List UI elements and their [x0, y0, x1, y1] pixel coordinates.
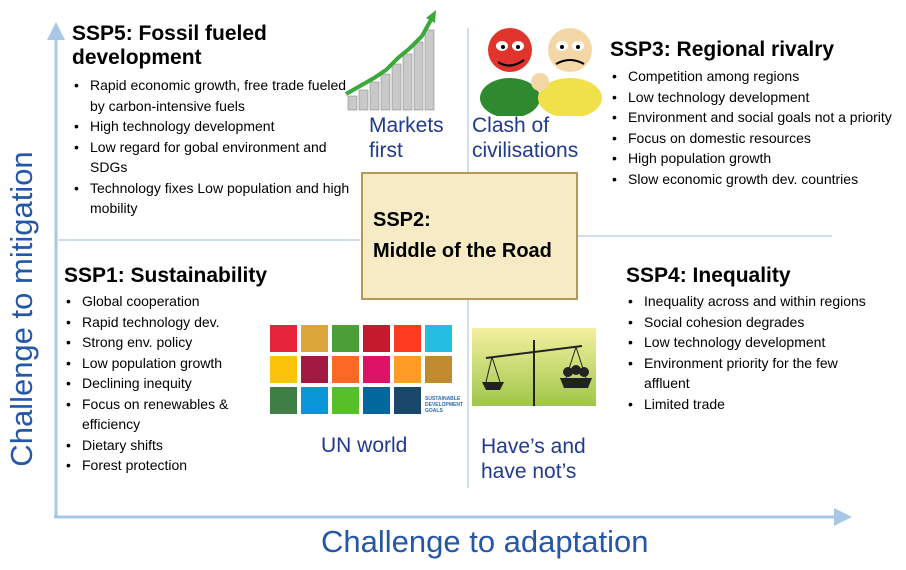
- sdg-goal-icon: [270, 325, 297, 352]
- list-item: Focus on renewables & efficiency: [64, 394, 264, 435]
- list-item: Declining inequity: [64, 373, 264, 394]
- sdg-goal-icon: [301, 387, 328, 414]
- list-item: High population growth: [610, 148, 900, 169]
- x-axis-arrow: [54, 508, 852, 526]
- list-item: Dietary shifts: [64, 435, 264, 456]
- x-axis-label: Challenge to adaptation: [321, 524, 649, 559]
- sdg-goal-icon: [270, 387, 297, 414]
- ssp4-list: Inequality across and within regions Soc…: [626, 291, 876, 414]
- clash-cartoon-illustration: [480, 28, 602, 116]
- sdg-goal-icon: [363, 356, 390, 383]
- ssp5-list: Rapid economic growth, free trade fueled…: [72, 75, 364, 219]
- growth-chart-illustration: [345, 10, 436, 111]
- sdg-goal-icon: [270, 356, 297, 383]
- list-item: Social cohesion degrades: [626, 312, 876, 333]
- y-axis-label: Challenge to mitigation: [4, 151, 39, 467]
- ssp2-box: SSP2: Middle of the Road: [361, 172, 578, 300]
- ssp3-panel: SSP3: Regional rivalry Competition among…: [610, 38, 900, 189]
- sdg-goal-icon: [394, 356, 421, 383]
- caption-markets-first: Markets first: [369, 114, 444, 162]
- list-item: Limited trade: [626, 394, 876, 415]
- list-item: Low technology development: [610, 87, 900, 108]
- ssp1-list: Global cooperation Rapid technology dev.…: [64, 291, 264, 476]
- list-item: Focus on domestic resources: [610, 128, 900, 149]
- ssp4-panel: SSP4: Inequality Inequality across and w…: [626, 264, 881, 414]
- ssp5-title-line2: development: [72, 46, 202, 69]
- sdg-goal-icon: [301, 325, 328, 352]
- ssp5-title: SSP5: Fossil fueled development: [72, 22, 372, 70]
- sdg-logo-tile: SUSTAINABLE DEVELOPMENT GOALS: [425, 387, 463, 414]
- y-axis-arrow: [47, 22, 65, 517]
- list-item: Forest protection: [64, 455, 264, 476]
- ssp3-title: SSP3: Regional rivalry: [610, 38, 835, 61]
- sdg-goal-icon: [332, 356, 359, 383]
- list-item: Strong env. policy: [64, 332, 264, 353]
- list-item: Competition among regions: [610, 66, 900, 87]
- scale-illustration: [472, 328, 596, 406]
- ssp1-title: SSP1: Sustainability: [64, 264, 268, 287]
- list-item: Inequality across and within regions: [626, 291, 876, 312]
- caption-clash: Clash of civilisations: [472, 114, 579, 162]
- sdg-goal-icon: [363, 387, 390, 414]
- ssp5-panel: SSP5: Fossil fueled development Rapid ec…: [72, 22, 372, 219]
- sdg-goal-icon: [394, 387, 421, 414]
- list-item: Low population growth: [64, 353, 264, 374]
- sdg-goal-icon: [394, 325, 421, 352]
- sdg-goal-icon: [332, 387, 359, 414]
- ssp1-panel: SSP1: Sustainability Global cooperation …: [64, 264, 274, 476]
- caption-haves: Have’s and have not’s: [481, 435, 586, 483]
- sdg-goal-icon: [363, 325, 390, 352]
- sdg-goal-icon: [301, 356, 328, 383]
- list-item: Environment and social goals not a prior…: [610, 107, 900, 128]
- sdg-goal-icon: [425, 356, 452, 383]
- caption-un-world: UN world: [321, 434, 408, 457]
- list-item: Global cooperation: [64, 291, 264, 312]
- list-item: Slow economic growth dev. countries: [610, 169, 900, 190]
- list-item: High technology development: [72, 116, 364, 137]
- list-item: Technology fixes Low population and high…: [72, 178, 364, 219]
- sdg-icons-grid: SUSTAINABLE DEVELOPMENT GOALS: [270, 325, 463, 417]
- list-item: Rapid technology dev.: [64, 312, 264, 333]
- quadrant-dividers: [58, 28, 832, 488]
- list-item: Rapid economic growth, free trade fueled…: [72, 75, 364, 116]
- ssp3-list: Competition among regions Low technology…: [610, 66, 900, 189]
- list-item: Low technology development: [626, 332, 876, 353]
- sdg-goal-icon: [332, 325, 359, 352]
- ssp4-title: SSP4: Inequality: [626, 264, 791, 287]
- ssp2-line2: Middle of the Road: [373, 240, 552, 262]
- list-item: Environment priority for the few affluen…: [626, 353, 876, 394]
- ssp5-title-line1: SSP5: Fossil fueled: [72, 22, 267, 45]
- list-item: Low regard for gobal environment and SDG…: [72, 137, 364, 178]
- sdg-goal-icon: [425, 325, 452, 352]
- ssp2-line1: SSP2:: [373, 209, 431, 231]
